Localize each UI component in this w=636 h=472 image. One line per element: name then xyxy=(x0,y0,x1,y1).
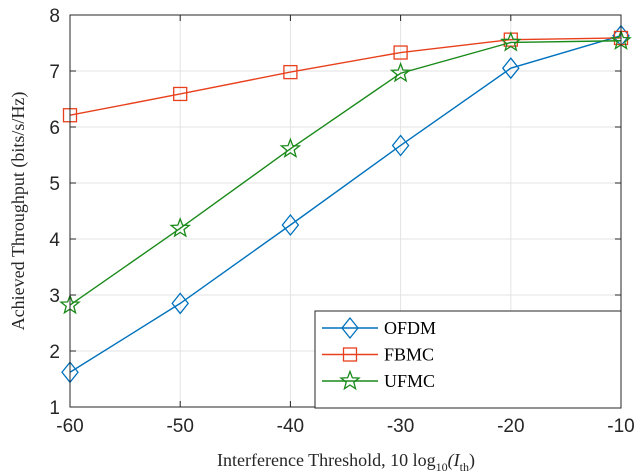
series-ufmc xyxy=(59,29,632,315)
x-tick-label: -10 xyxy=(607,416,634,437)
series-line xyxy=(69,40,622,306)
legend-box xyxy=(314,310,622,409)
data-point xyxy=(281,213,300,237)
legend-item-ofdm: OFDM xyxy=(322,316,436,340)
data-point xyxy=(500,31,522,52)
data-point xyxy=(501,57,520,80)
legend-item-fbmc: FBMC xyxy=(322,345,434,365)
legend-marker xyxy=(342,347,358,362)
x-axis-label-text: Interference Threshold, 10 log xyxy=(217,450,436,470)
series-line xyxy=(69,35,622,373)
x-axis-label-arg-sub: th xyxy=(460,460,469,472)
data-point xyxy=(169,217,191,238)
x-tick-label: -40 xyxy=(277,416,304,437)
legend-label: UFMC xyxy=(384,371,435,391)
data-point xyxy=(279,137,302,159)
x-axis-label-sub: 10 xyxy=(436,460,448,472)
legend-label: FBMC xyxy=(384,345,434,365)
legend-item-ufmc: UFMC xyxy=(322,369,435,391)
series-fbmc xyxy=(62,30,629,123)
data-point xyxy=(283,64,298,80)
x-tick-label: -20 xyxy=(497,416,524,437)
x-axis-label-arg-open: (I xyxy=(448,450,461,471)
ticks: -60 -50 -40 -30 -20 -10 1 2 3 4 5 6 7 8 xyxy=(49,6,634,437)
y-tick-label: 6 xyxy=(49,118,60,139)
x-axis-label-arg-close: ) xyxy=(469,450,475,471)
y-tick-label: 3 xyxy=(49,286,60,307)
y-axis-label: Achieved Throughput (bits/s/Hz) xyxy=(8,92,29,331)
legend-marker xyxy=(339,369,361,391)
x-tick-label: -30 xyxy=(387,416,414,437)
data-point xyxy=(173,86,188,102)
series-line xyxy=(69,37,622,116)
data-point xyxy=(391,134,410,157)
y-tick-label: 4 xyxy=(49,230,60,251)
y-tick-label: 2 xyxy=(49,342,60,363)
x-axis-label: Interference Threshold, 10 log10(Ith) xyxy=(217,450,475,472)
y-tick-label: 1 xyxy=(49,398,60,419)
data-point xyxy=(171,292,190,315)
data-point xyxy=(389,61,412,83)
legend-marker xyxy=(341,316,359,340)
y-tick-label: 5 xyxy=(49,174,60,195)
legend: OFDM FBMC UFMC xyxy=(314,310,622,409)
x-tick-label: -50 xyxy=(166,416,193,437)
data-point xyxy=(393,45,408,60)
legend-label: OFDM xyxy=(384,318,436,338)
y-tick-label: 8 xyxy=(49,6,60,27)
y-tick-label: 7 xyxy=(49,62,60,83)
x-tick-label: -60 xyxy=(56,416,83,437)
